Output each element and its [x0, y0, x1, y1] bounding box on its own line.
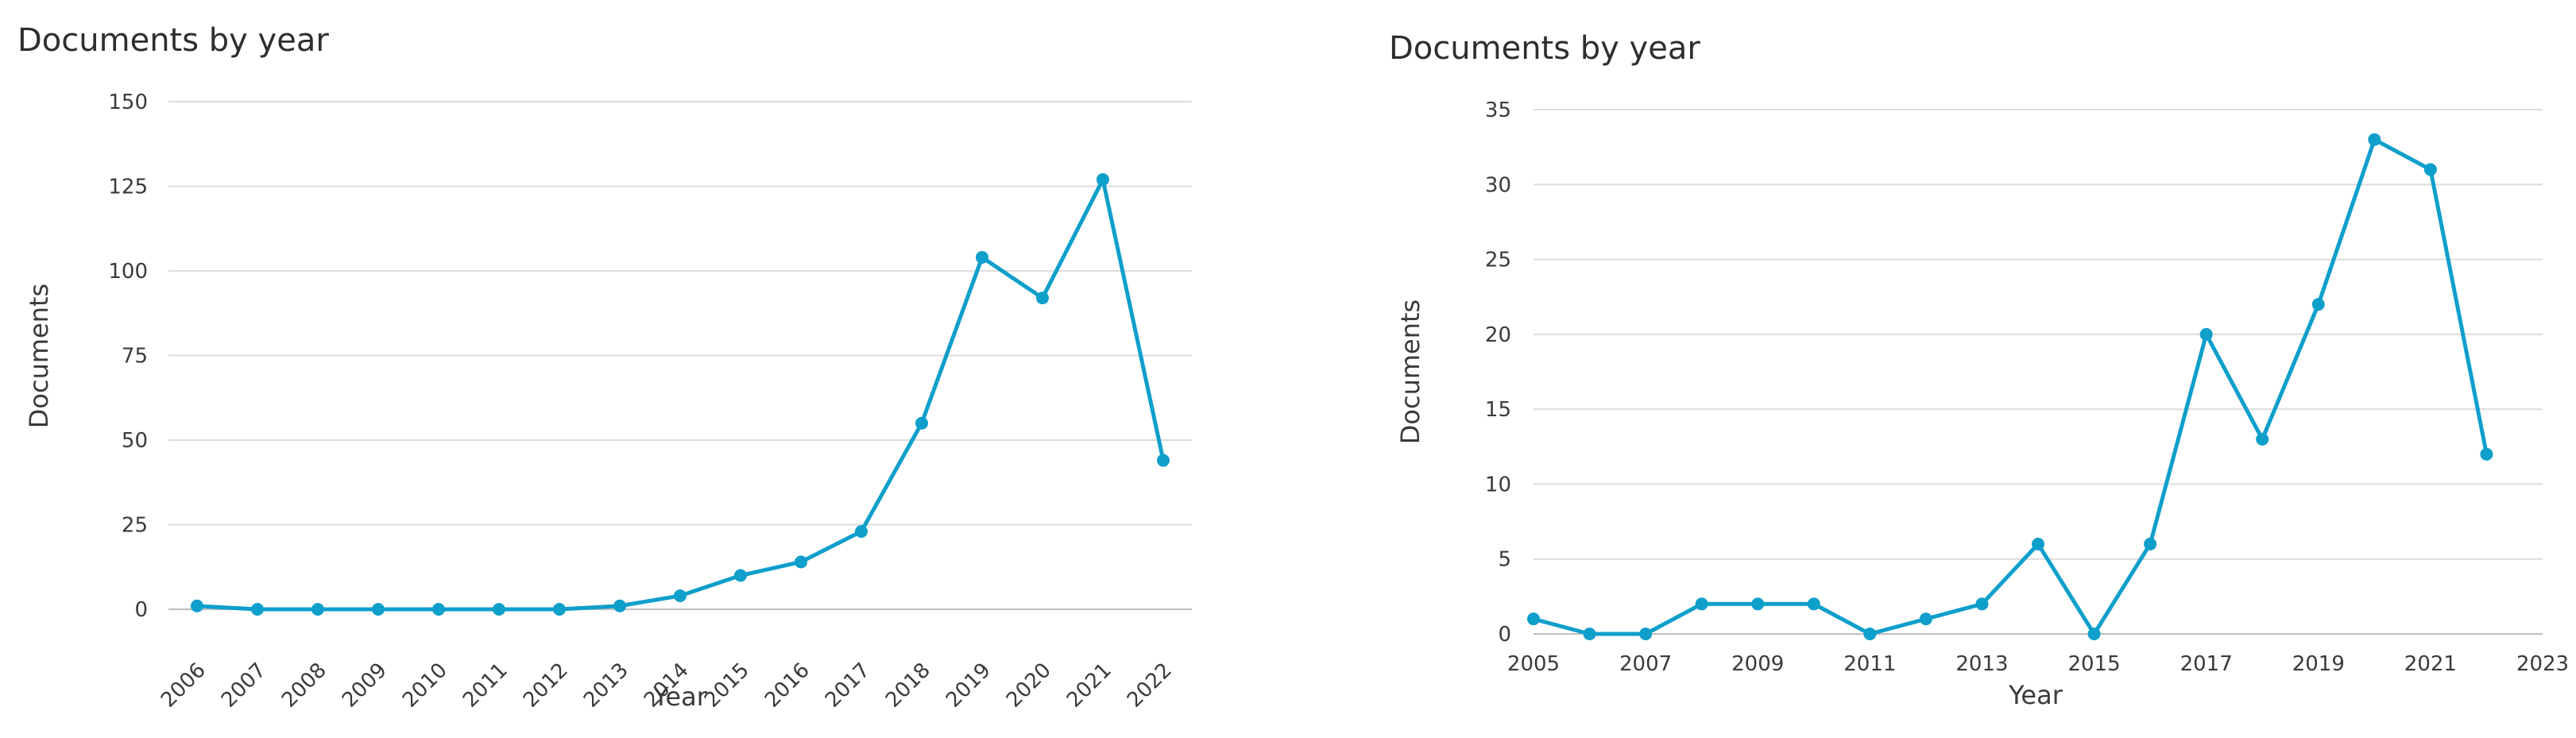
- x-tick-label: 2007: [1619, 652, 1672, 676]
- data-point: [2368, 133, 2381, 146]
- x-tick-label: 2006: [157, 659, 211, 713]
- data-point: [1097, 172, 1109, 186]
- data-point: [372, 603, 385, 616]
- data-point: [493, 603, 505, 616]
- data-point: [2256, 432, 2269, 446]
- data-point: [1036, 292, 1049, 305]
- data-point: [915, 416, 928, 430]
- x-tick-label: 2017: [821, 659, 875, 713]
- x-tick-label: 2023: [2516, 652, 2569, 676]
- x-tick-label: 2021: [2404, 652, 2457, 676]
- y-tick-label: 25: [1485, 249, 1511, 272]
- y-tick-label: 100: [108, 260, 148, 284]
- data-point: [191, 599, 203, 612]
- data-point: [1583, 628, 1596, 640]
- x-tick-label: 2008: [277, 659, 331, 713]
- data-point: [734, 569, 747, 582]
- data-point: [795, 555, 807, 569]
- y-tick-label: 25: [122, 514, 148, 538]
- data-point: [1919, 612, 1932, 626]
- data-point: [251, 603, 264, 616]
- data-point: [2144, 537, 2157, 551]
- data-point: [976, 250, 988, 264]
- y-tick-label: 35: [1485, 99, 1511, 122]
- y-axis-label: Documents: [1395, 299, 1425, 444]
- data-point: [855, 525, 868, 539]
- x-tick-label: 2016: [760, 659, 814, 713]
- line-chart: 0 5 10 15 20 25 30 35 2005 2007 2009 2011 2013 2015 20…: [1395, 99, 2569, 710]
- chart-panel-left: Documents by year 0 25 50 75 100 125 150 2006 20…: [17, 22, 1192, 713]
- data-point: [1863, 628, 1877, 640]
- data-point: [2087, 628, 2101, 640]
- x-tick-label: 2012: [519, 659, 573, 713]
- x-tick-label: 2009: [338, 659, 392, 713]
- data-point: [1157, 454, 1170, 467]
- x-tick-label: 2011: [458, 659, 512, 713]
- y-tick-label: 0: [134, 598, 148, 622]
- x-tick-label: 2005: [1507, 652, 1560, 676]
- data-point: [2199, 327, 2213, 341]
- data-point: [553, 603, 566, 616]
- x-tick-label: 2010: [398, 659, 452, 713]
- y-tick-label: 20: [1485, 323, 1511, 347]
- series-line: [195, 177, 1166, 612]
- data-point: [311, 603, 324, 616]
- x-tick-label: 2015: [2067, 652, 2120, 676]
- x-tick-label: 2019: [2292, 652, 2345, 676]
- chart-title: Documents by year: [1389, 30, 1700, 67]
- data-point: [1975, 597, 1989, 611]
- y-tick-label: 5: [1498, 548, 1511, 572]
- data-point: [432, 603, 445, 616]
- line-chart: 0 25 50 75 100 125 150 2006 2007 2008 2009 2010 2011…: [24, 91, 1192, 713]
- x-tick-label: 2020: [1002, 659, 1056, 713]
- y-tick-label: 10: [1485, 473, 1511, 497]
- y-tick-label: 30: [1485, 173, 1511, 197]
- x-tick-label: 2022: [1123, 659, 1177, 713]
- y-tick-label: 75: [122, 345, 148, 369]
- x-tick-label: 2015: [700, 659, 754, 713]
- data-point: [1639, 628, 1653, 640]
- data-point: [2311, 298, 2325, 311]
- x-tick-label: 2013: [1955, 652, 2008, 676]
- y-tick-label: 150: [108, 91, 148, 114]
- x-tick-label: 2013: [579, 659, 633, 713]
- y-tick-label: 50: [122, 429, 148, 453]
- data-point: [613, 599, 626, 612]
- data-point: [2032, 537, 2044, 551]
- x-axis-label: Year: [2008, 680, 2064, 710]
- x-tick-label: 2007: [217, 659, 271, 713]
- x-tick-label: 2021: [1062, 659, 1116, 713]
- chart-panel-right: Documents by year 0 5 10 15 20 25 30 35 2005 2007…: [1375, 0, 2576, 734]
- data-point: [1695, 597, 1708, 611]
- x-tick-label: 2017: [2180, 652, 2233, 676]
- x-tick-label: 2011: [1843, 652, 1896, 676]
- y-tick-label: 0: [1498, 623, 1511, 647]
- data-point: [1527, 612, 1540, 626]
- data-point: [674, 589, 687, 602]
- x-tick-label: 2009: [1731, 652, 1784, 676]
- y-tick-label: 125: [108, 176, 148, 199]
- series-line: [1531, 137, 2489, 636]
- data-point: [2423, 163, 2437, 176]
- x-axis-label: Year: [652, 682, 708, 712]
- y-tick-label: 15: [1485, 398, 1511, 422]
- data-point: [1751, 597, 1765, 611]
- x-tick-label: 2018: [881, 659, 935, 713]
- x-tick-label: 2019: [942, 659, 996, 713]
- data-point: [1807, 597, 1820, 611]
- chart-title: Documents by year: [17, 22, 329, 59]
- data-point: [2480, 447, 2493, 461]
- y-axis-label: Documents: [24, 284, 54, 428]
